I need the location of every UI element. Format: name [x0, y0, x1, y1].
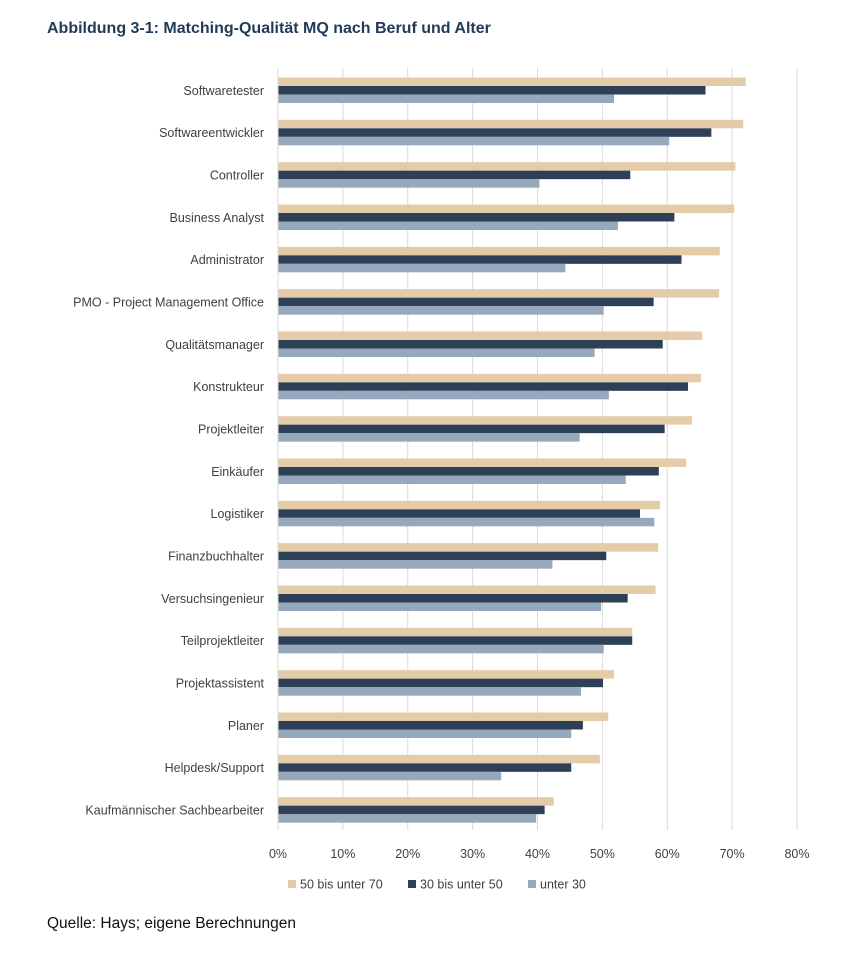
bar	[278, 670, 615, 679]
x-tick-label: 60%	[655, 847, 680, 861]
bar	[278, 382, 689, 391]
bar	[278, 246, 720, 256]
bar	[278, 263, 566, 273]
category-label: Projektassistent	[176, 676, 265, 690]
bar	[278, 644, 604, 654]
bar	[278, 373, 701, 383]
category-label: Kaufmännischer Sachbearbeiter	[85, 803, 264, 817]
bar	[278, 763, 572, 772]
bar	[278, 119, 744, 129]
bar	[278, 594, 628, 603]
bar	[278, 162, 736, 171]
x-tick-label: 30%	[460, 847, 485, 861]
bar	[278, 560, 553, 569]
bar	[278, 771, 502, 781]
bar	[278, 509, 641, 518]
bar	[278, 678, 604, 688]
legend-label: 50 bis unter 70	[300, 878, 383, 892]
category-label: Softwaretester	[183, 84, 264, 98]
category-label: Finanzbuchhalter	[168, 549, 264, 563]
category-label: Logistiker	[211, 507, 265, 521]
bar	[278, 255, 682, 264]
category-label: Qualitätsmanager	[165, 338, 264, 352]
legend-label: 30 bis unter 50	[420, 878, 503, 892]
category-label: PMO - Project Management Office	[73, 295, 264, 309]
category-label: Softwareentwickler	[159, 126, 264, 140]
bar	[278, 814, 537, 823]
bar	[278, 500, 661, 510]
bar	[278, 390, 609, 400]
bar	[278, 340, 663, 349]
category-label: Projektleiter	[198, 422, 264, 436]
bar	[278, 136, 670, 146]
x-tick-label: 20%	[395, 847, 420, 861]
source-note: Quelle: Hays; eigene Berechnungen	[47, 915, 297, 932]
bar	[278, 712, 609, 721]
category-label: Controller	[210, 168, 264, 182]
bar	[278, 213, 675, 222]
bar	[278, 289, 720, 298]
bar	[278, 551, 607, 561]
bar	[278, 348, 595, 357]
figure-title: Abbildung 3-1: Matching-Qualität MQ nach…	[47, 20, 491, 37]
bar	[278, 128, 712, 137]
bar	[278, 805, 545, 815]
bar	[278, 585, 656, 594]
category-label: Teilprojektleiter	[181, 634, 264, 648]
legend-label: unter 30	[540, 878, 586, 892]
bar	[278, 754, 600, 764]
bar	[278, 467, 659, 476]
category-label: Administrator	[190, 253, 264, 267]
bar	[278, 424, 665, 434]
bar	[278, 221, 618, 230]
category-label: Konstrukteur	[193, 380, 264, 394]
x-tick-label: 40%	[525, 847, 550, 861]
bar	[278, 86, 706, 95]
bar	[278, 331, 703, 340]
x-tick-label: 10%	[330, 847, 355, 861]
bar	[278, 94, 615, 103]
x-tick-label: 50%	[590, 847, 615, 861]
bar	[278, 475, 626, 484]
category-label: Helpdesk/Support	[165, 761, 265, 775]
bar	[278, 170, 631, 180]
bar	[278, 306, 604, 315]
bar	[278, 721, 583, 730]
x-tick-label: 0%	[269, 847, 287, 861]
bar	[278, 602, 602, 611]
bar	[278, 627, 633, 637]
legend-swatch	[288, 880, 296, 888]
category-label: Versuchsingenieur	[161, 592, 264, 606]
bar	[278, 416, 692, 425]
bar	[278, 517, 655, 527]
x-tick-label: 80%	[784, 847, 809, 861]
bar	[278, 204, 735, 213]
bar	[278, 636, 633, 645]
bar	[278, 543, 659, 552]
x-tick-label: 70%	[720, 847, 745, 861]
category-label: Planer	[228, 719, 264, 733]
bar	[278, 179, 540, 188]
category-label: Business Analyst	[170, 211, 265, 225]
bar	[278, 797, 554, 806]
category-label: Einkäufer	[211, 465, 264, 479]
bar	[278, 458, 687, 467]
legend-swatch	[528, 880, 536, 888]
legend-swatch	[408, 880, 416, 888]
bar	[278, 729, 572, 738]
bar	[278, 687, 581, 696]
bar	[278, 297, 654, 307]
bar	[278, 433, 580, 442]
bar	[278, 77, 746, 86]
